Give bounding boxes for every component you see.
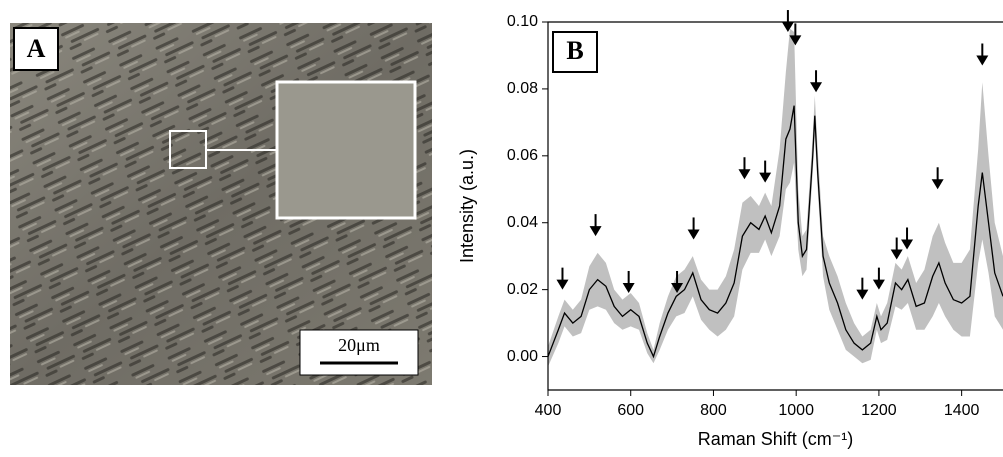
peak-arrow: [781, 10, 794, 33]
spectrum-line: [548, 105, 1003, 359]
scale-bar-label: 20μm: [338, 335, 380, 355]
y-tick-label: 0.10: [507, 13, 538, 30]
arrow-head: [622, 282, 635, 293]
panel-label: A: [27, 34, 46, 63]
arrow-head: [759, 172, 772, 183]
x-axis-title: Raman Shift (cm⁻¹): [698, 429, 854, 449]
peak-arrow: [810, 70, 823, 93]
peak-arrow: [671, 270, 684, 293]
peak-arrow: [687, 217, 700, 240]
y-tick-label: 0.06: [507, 147, 538, 164]
panel-label-box: [13, 27, 59, 71]
peak-arrow: [789, 23, 802, 46]
arrow-head: [810, 82, 823, 93]
panel-label-box: [552, 31, 598, 73]
y-tick-label: 0.08: [507, 80, 538, 97]
arrow-head: [856, 289, 869, 300]
peak-arrow: [589, 214, 602, 237]
arrow-head: [687, 229, 700, 240]
peak-arrow: [759, 160, 772, 183]
arrow-head: [872, 279, 885, 290]
peak-arrow: [976, 43, 989, 66]
y-tick-label: 0.00: [507, 348, 538, 365]
arrow-head: [976, 55, 989, 66]
x-tick-label: 600: [617, 402, 644, 419]
arrow-head: [781, 22, 794, 33]
peak-arrow: [931, 167, 944, 190]
error-band: [548, 28, 1003, 367]
panel-b: 0.00 0.02 0.04 0.06 0.08 0.10 400 600 800 1000 120…: [457, 10, 1003, 449]
plot-area: [548, 28, 1003, 367]
x-tick-label: 1400: [944, 402, 980, 419]
arrow-head: [589, 226, 602, 237]
peak-arrow: [872, 267, 885, 290]
y-axis-title: Intensity (a.u.): [457, 149, 477, 263]
panel-label: B: [566, 36, 583, 65]
peak-arrow: [556, 267, 569, 290]
arrow-head: [890, 249, 903, 260]
arrow-head: [556, 279, 569, 290]
peak-arrow: [738, 157, 751, 180]
peak-arrow: [890, 237, 903, 260]
arrow-head: [931, 179, 944, 190]
peak-arrow: [856, 277, 869, 300]
arrow-head: [671, 282, 684, 293]
scale-bar-box: [299, 329, 419, 376]
y-tick-label: 0.04: [507, 214, 538, 231]
inset: [275, 80, 417, 220]
x-tick-label: 1200: [861, 402, 897, 419]
peak-arrow: [622, 270, 635, 293]
x-tick-label: 1000: [778, 402, 814, 419]
axes-frame: [547, 21, 1003, 391]
y-tick-label: 0.02: [507, 281, 538, 298]
arrow-head: [901, 239, 914, 250]
panel-a: A 20μm: [10, 23, 432, 385]
arrow-head: [789, 35, 802, 46]
peak-arrow: [901, 227, 914, 250]
x-tick-label: 400: [535, 402, 562, 419]
x-tick-label: 800: [700, 402, 727, 419]
arrow-head: [738, 169, 751, 180]
